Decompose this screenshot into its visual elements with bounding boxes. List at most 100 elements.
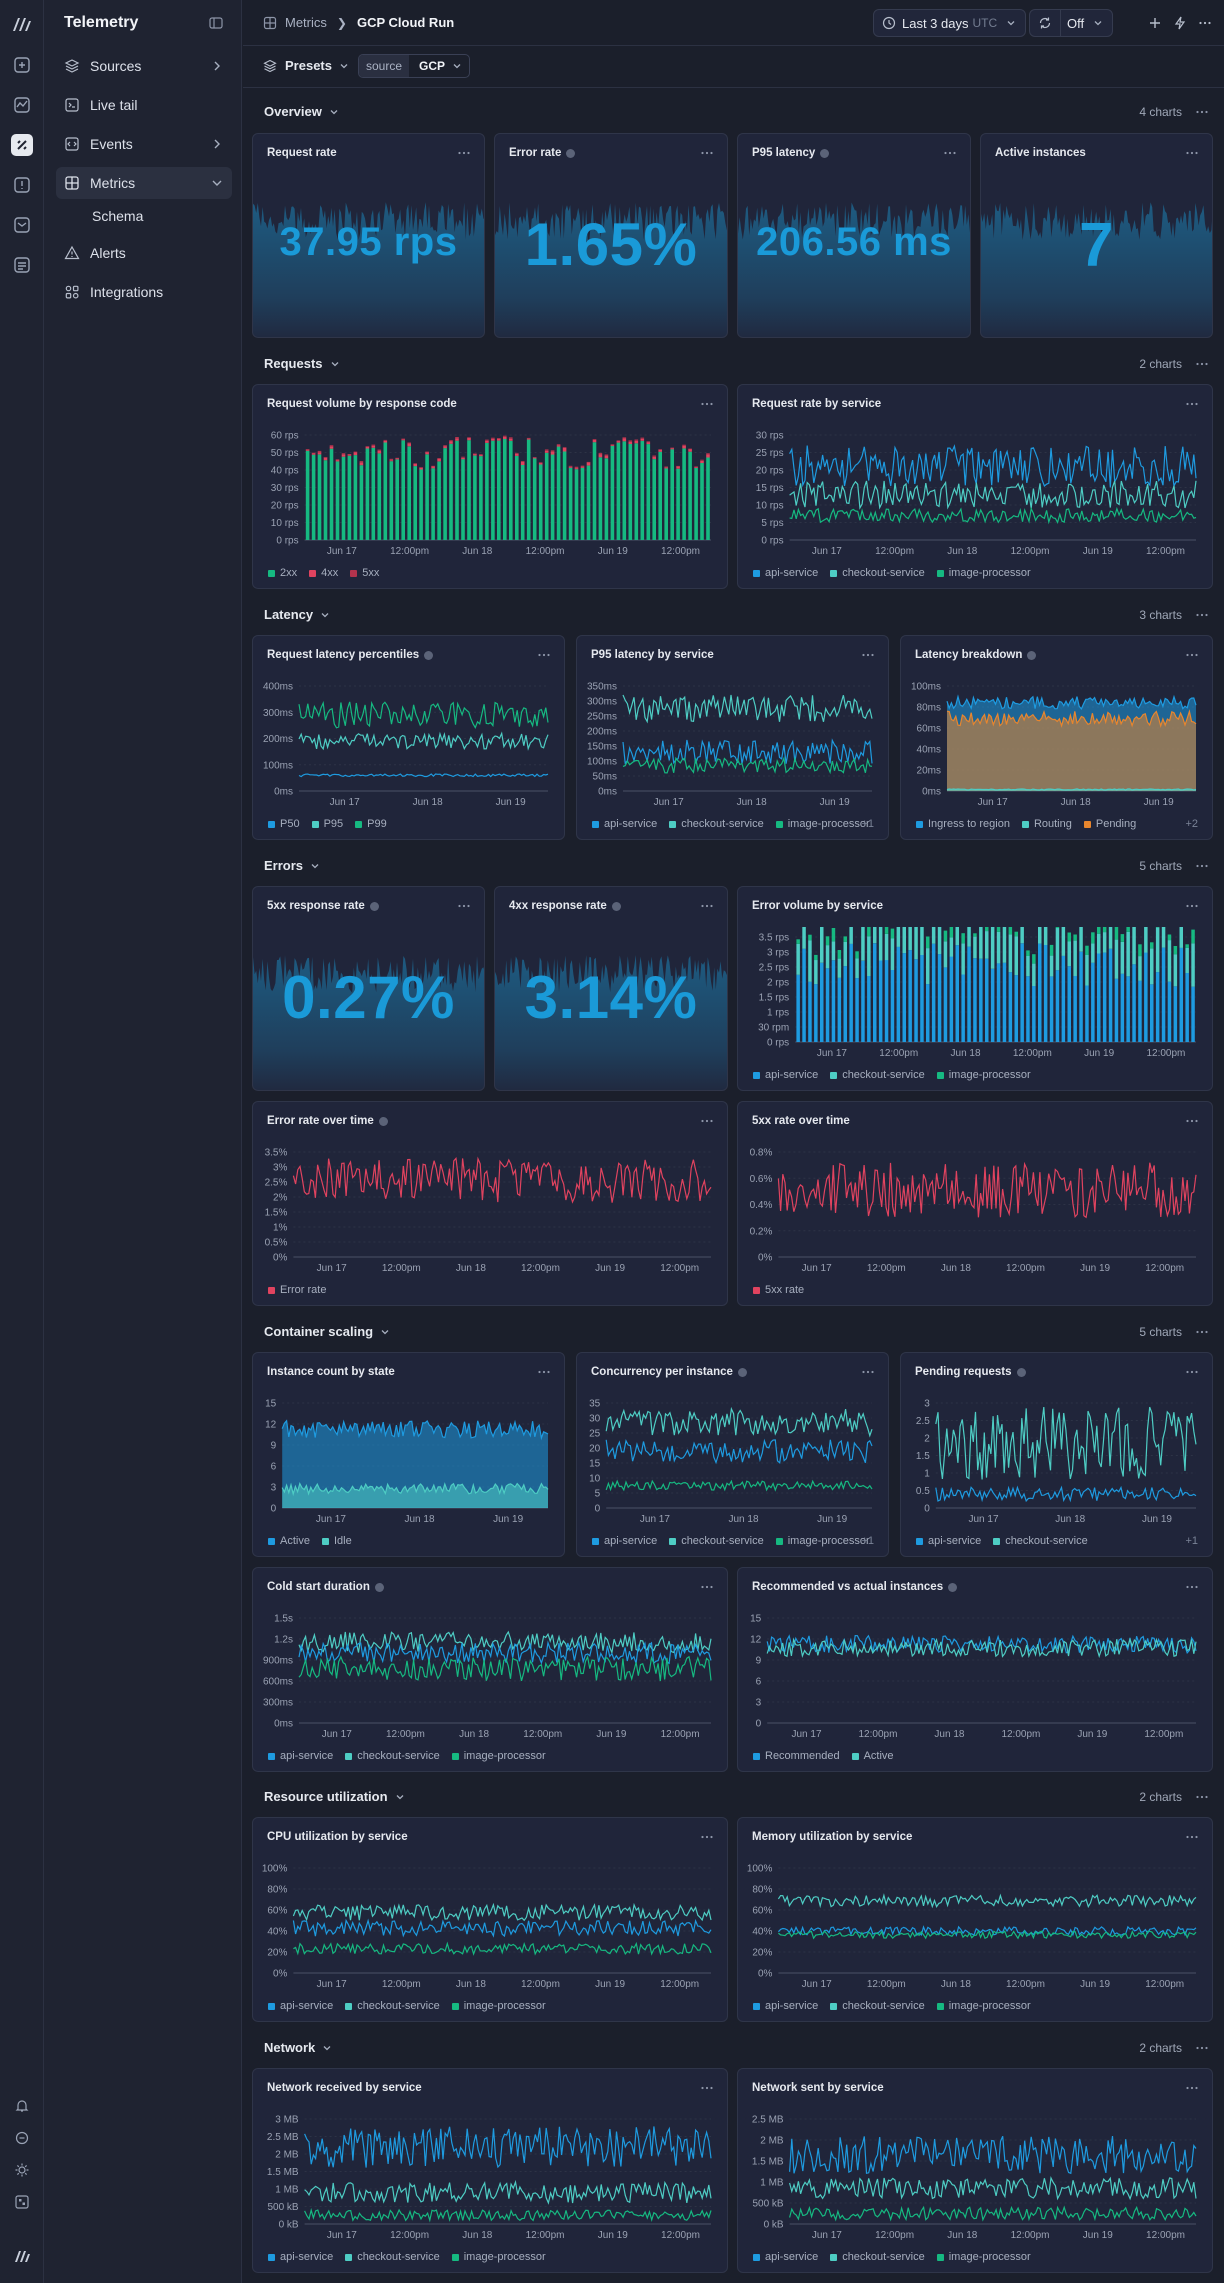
more-icon[interactable] <box>699 145 715 161</box>
document-icon[interactable] <box>11 254 33 276</box>
info-icon[interactable] <box>737 1367 747 1377</box>
more-icon[interactable] <box>699 396 715 412</box>
legend-item[interactable]: checkout-service <box>669 1535 764 1547</box>
legend-item[interactable]: image-processor <box>451 2000 546 2012</box>
chart-plot[interactable]: 0.8% 0.6% 0.4% 0.2% 0% Jun 17 12:00pm Jun 18 12:… <box>738 1142 1213 1275</box>
legend-item[interactable]: checkout-service <box>669 818 764 830</box>
sidebar-item-integrations[interactable]: Integrations <box>56 276 232 308</box>
more-icon[interactable] <box>536 1364 552 1380</box>
info-icon[interactable] <box>1016 1367 1026 1377</box>
chat-icon[interactable] <box>14 2130 30 2146</box>
legend-item[interactable]: api-service <box>268 2000 333 2012</box>
info-icon[interactable] <box>1027 650 1037 660</box>
section-title[interactable]: Latency <box>264 607 331 622</box>
legend-item[interactable]: 5xx <box>350 567 379 579</box>
chart-plot[interactable]: 100% 80% 60% 40% 20% 0% Jun 17 12:00pm Jun 18 12:… <box>738 1858 1213 1991</box>
info-icon[interactable] <box>948 1582 958 1592</box>
legend-item[interactable]: checkout-service <box>830 1069 925 1081</box>
info-icon[interactable] <box>820 148 830 158</box>
apps-icon[interactable] <box>14 2194 30 2210</box>
legend-item[interactable]: api-service <box>592 1535 657 1547</box>
chart-plot[interactable]: 100ms 80ms 60ms 40ms 20ms 0ms Jun 17 Jun 18 Jun … <box>901 676 1213 809</box>
legend-item[interactable]: image-processor <box>936 1069 1031 1081</box>
legend-more[interactable]: +1 <box>861 818 874 830</box>
more-icon[interactable] <box>1184 145 1200 161</box>
more-icon[interactable] <box>1184 396 1200 412</box>
sidebar-item-live-tail[interactable]: Live tail <box>56 89 232 121</box>
legend-item[interactable]: Idle <box>321 1535 352 1547</box>
legend-item[interactable]: image-processor <box>936 2251 1031 2263</box>
more-icon[interactable] <box>1194 104 1210 120</box>
sidebar-item-metrics[interactable]: Metrics <box>56 167 232 199</box>
more-icon[interactable] <box>1184 647 1200 663</box>
section-title[interactable]: Overview <box>264 104 340 119</box>
chart-plot[interactable]: 15 12 9 6 3 0 Jun 17 Jun 18 Jun 19 <box>253 1393 565 1526</box>
section-title[interactable]: Errors <box>264 858 321 873</box>
more-icon[interactable] <box>1194 356 1210 372</box>
add-icon[interactable] <box>11 54 33 76</box>
legend-item[interactable]: Pending <box>1083 818 1136 830</box>
chart-plot[interactable]: 100% 80% 60% 40% 20% 0% Jun 17 12:00pm Jun 18 12:… <box>253 1858 728 1991</box>
workspace-logo-icon[interactable] <box>12 2246 32 2266</box>
chart-plot[interactable]: 3 MB 2.5 MB 2 MB 1.5 MB 1 MB 500 kB 0 kB Jun 17… <box>253 2109 728 2242</box>
legend-item[interactable]: api-service <box>268 1750 333 1762</box>
more-icon[interactable] <box>456 145 472 161</box>
legend-item[interactable]: api-service <box>753 2251 818 2263</box>
sidebar-subitem-schema[interactable]: Schema <box>92 208 144 224</box>
chart-plot[interactable]: 1.5s 1.2s 900ms 600ms 300ms 0ms Jun 17 12:00pm J… <box>253 1608 728 1741</box>
more-icon[interactable] <box>536 647 552 663</box>
more-icon[interactable] <box>699 1579 715 1595</box>
alert-box-icon[interactable] <box>11 174 33 196</box>
legend-item[interactable]: api-service <box>753 567 818 579</box>
more-icon[interactable] <box>860 1364 876 1380</box>
more-icon[interactable] <box>1184 898 1200 914</box>
legend-item[interactable]: P50 <box>268 818 300 830</box>
chart-plot[interactable]: 15 12 9 6 3 0 Jun 17 12:00pm Jun 18 12:00pm Jun 19… <box>738 1608 1213 1741</box>
more-icon[interactable] <box>1194 607 1210 623</box>
more-icon[interactable] <box>456 898 472 914</box>
lightning-icon[interactable] <box>1172 15 1188 31</box>
legend-item[interactable]: Ingress to region <box>916 818 1010 830</box>
chart-plot[interactable]: 3 2.5 2 1.5 1 0.5 0 Jun 17 Jun 18 Jun 19 <box>901 1393 1213 1526</box>
info-icon[interactable] <box>424 650 434 660</box>
more-icon[interactable] <box>1194 2040 1210 2056</box>
add-icon[interactable] <box>1147 15 1163 31</box>
telemetry-icon[interactable] <box>11 134 33 156</box>
legend-item[interactable]: checkout-service <box>830 2251 925 2263</box>
legend-item[interactable]: checkout-service <box>345 1750 440 1762</box>
legend-item[interactable]: image-processor <box>451 2251 546 2263</box>
chart-plot[interactable]: 2.5 MB 2 MB 1.5 MB 1 MB 500 kB 0 kB Jun 17 12:0… <box>738 2109 1213 2242</box>
chart-plot[interactable]: 400ms 300ms 200ms 100ms 0ms Jun 17 Jun 18 Jun 1… <box>253 676 565 809</box>
info-icon[interactable] <box>378 1116 388 1126</box>
sidebar-item-events[interactable]: Events <box>56 128 232 160</box>
legend-item[interactable]: checkout-service <box>993 1535 1088 1547</box>
legend-item[interactable]: image-processor <box>936 567 1031 579</box>
chart-plot[interactable]: 350ms 300ms 250ms 200ms 150ms 100ms 50ms 0ms Jun… <box>577 676 889 809</box>
legend-item[interactable]: checkout-service <box>345 2251 440 2263</box>
more-icon[interactable] <box>942 145 958 161</box>
legend-item[interactable]: api-service <box>592 818 657 830</box>
more-icon[interactable] <box>1197 15 1213 31</box>
legend-item[interactable]: api-service <box>753 2000 818 2012</box>
time-range-button[interactable]: Last 3 days UTC <box>873 9 1027 37</box>
chart-plot[interactable]: 30 rps 25 rps 20 rps 15 rps 10 rps 5 rps 0 rps… <box>738 425 1213 558</box>
chart-plot[interactable]: 60 rps 50 rps 40 rps 30 rps 20 rps 10 rps 0 rp… <box>253 425 728 558</box>
legend-item[interactable]: image-processor <box>775 818 870 830</box>
legend-item[interactable]: image-processor <box>936 2000 1031 2012</box>
sidebar-item-alerts[interactable]: Alerts <box>56 237 232 269</box>
legend-more[interactable]: +1 <box>1185 1535 1198 1547</box>
more-icon[interactable] <box>1184 1579 1200 1595</box>
legend-item[interactable]: checkout-service <box>830 567 925 579</box>
inbox-icon[interactable] <box>11 214 33 236</box>
legend-more[interactable]: +1 <box>861 1535 874 1547</box>
sidebar-toggle-icon[interactable] <box>208 15 224 31</box>
refresh-interval-button[interactable]: Off <box>1029 9 1114 37</box>
sidebar-item-sources[interactable]: Sources <box>56 50 232 82</box>
legend-item[interactable]: Active <box>268 1535 310 1547</box>
legend-item[interactable]: checkout-service <box>830 2000 925 2012</box>
legend-item[interactable]: 5xx rate <box>753 1284 804 1296</box>
legend-item[interactable]: Recommended <box>753 1750 840 1762</box>
legend-item[interactable]: P95 <box>311 818 343 830</box>
sun-icon[interactable] <box>14 2162 30 2178</box>
section-title[interactable]: Resource utilization <box>264 1789 406 1804</box>
